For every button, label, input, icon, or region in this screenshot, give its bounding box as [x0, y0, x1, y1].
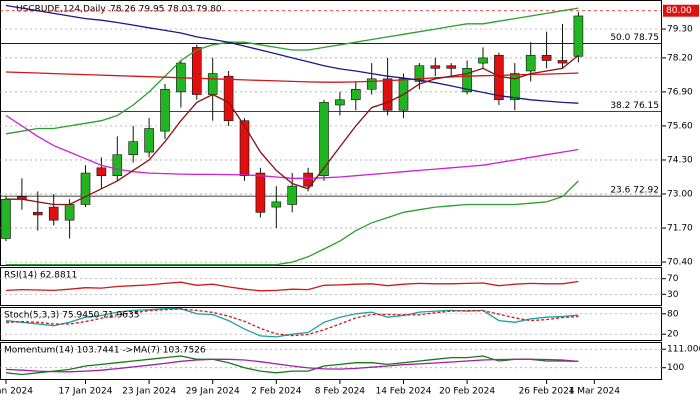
indicator-line: [5, 71, 579, 83]
panel-title: RSI(14) 62.8811: [4, 271, 77, 281]
candle-body: [319, 102, 329, 176]
candle-body: [494, 54, 504, 101]
candle-body: [192, 47, 202, 95]
fib-label: 50.0 78.75: [610, 33, 659, 43]
x-tick-label: 20 Feb 2024: [439, 387, 495, 397]
candle-body: [255, 172, 266, 213]
candle-body: [1, 198, 11, 239]
panel-plot: 50.0 78.75 38.2 76.15 23.6 72.92: [0, 4, 662, 266]
candle-body: [96, 167, 107, 176]
candle-body: [160, 88, 170, 132]
y-tick-label: 70.40: [667, 258, 693, 268]
candle-body: [48, 206, 59, 221]
y-tick-label: 70: [667, 274, 679, 284]
x-tick-label: 11 Jan 2024: [0, 387, 33, 397]
y-tick-label: 100: [667, 363, 684, 373]
x-tick-label: 1 Mar 2024: [569, 387, 621, 397]
price-box: [663, 4, 699, 17]
candle-body: [128, 141, 138, 156]
candle-body: [223, 75, 234, 121]
candle-body: [144, 128, 154, 153]
panel-plot: [5, 308, 579, 338]
y-tick-label: 75.60: [667, 121, 693, 131]
candle-body: [239, 120, 250, 176]
candle-body: [271, 201, 282, 208]
candle-body: [509, 73, 520, 101]
candle-body: [207, 73, 218, 95]
indicator-line: [5, 355, 579, 376]
x-tick-label: 26 Feb 2024: [519, 387, 575, 397]
y-tick-label: 73.00: [667, 190, 693, 200]
candle-body: [462, 68, 472, 93]
y-tick-label: 111.0068: [667, 345, 700, 355]
x-tick-label: 17 Jan 2024: [59, 387, 113, 397]
panel-frame: [0, 307, 662, 341]
y-tick-label: 79.30: [667, 25, 693, 35]
candle-body: [112, 154, 123, 176]
candle-body: [382, 78, 393, 111]
fib-label: 23.6 72.92: [610, 186, 659, 196]
candle-body: [303, 172, 313, 187]
indicator-line: [5, 308, 579, 337]
x-tick-label: 14 Feb 2024: [375, 387, 431, 397]
indicator-line: [5, 7, 579, 135]
panel-title: Momentum(14) 103.7441 ->MA(7) 103.7526: [4, 346, 206, 356]
indicator-line: [6, 180, 579, 266]
indicator-line: [5, 4, 579, 104]
y-tick-label: 30: [667, 290, 679, 300]
panel-title: Stoch(5,3,3) 75.9450 71.9635: [4, 311, 139, 321]
candle-body: [64, 204, 75, 221]
panel-frame: [0, 267, 662, 306]
x-tick-label: 29 Jan 2024: [186, 387, 240, 397]
candle-body: [557, 60, 568, 64]
panel-plot: [5, 355, 579, 376]
candle-body: [446, 65, 457, 69]
candle-body: [430, 65, 441, 69]
indicator-line: [5, 114, 579, 179]
indicator-line: [6, 54, 579, 206]
y-tick-label: 76.90: [667, 87, 693, 97]
y-tick-label: 20: [667, 330, 679, 340]
ohlc-label: 78.26 79.95 78.03 79.80: [110, 5, 222, 15]
candle-body: [573, 15, 584, 57]
indicator-line: [5, 358, 579, 373]
panel-frame: [0, 342, 662, 380]
candle-body: [80, 172, 91, 205]
y-tick-label: 74.30: [667, 155, 693, 165]
candle-body: [366, 78, 377, 90]
candle-body: [414, 65, 425, 82]
panel-plot: [5, 280, 579, 292]
chart-title: USCRUDE,124,Daily: [16, 5, 106, 15]
x-tick-label: 23 Jan 2024: [122, 387, 176, 397]
candle-body: [541, 54, 552, 61]
candle-body: [478, 57, 488, 64]
fib-label: 38.2 76.15: [610, 101, 659, 111]
candle-body: [287, 185, 298, 205]
indicator-line: [5, 280, 579, 292]
panel-frame: [0, 0, 662, 266]
candle-body: [32, 212, 43, 216]
x-tick-label: 2 Feb 2024: [251, 387, 302, 397]
price-box-label: 80.00: [666, 6, 692, 16]
candle-body: [335, 99, 345, 106]
x-tick-label: 8 Feb 2024: [315, 387, 366, 397]
y-tick-label: 71.70: [667, 224, 693, 234]
y-tick-label: 80: [667, 309, 679, 319]
y-tick-label: 78.20: [667, 53, 693, 63]
candle-body: [525, 54, 536, 72]
candle-body: [350, 88, 361, 101]
